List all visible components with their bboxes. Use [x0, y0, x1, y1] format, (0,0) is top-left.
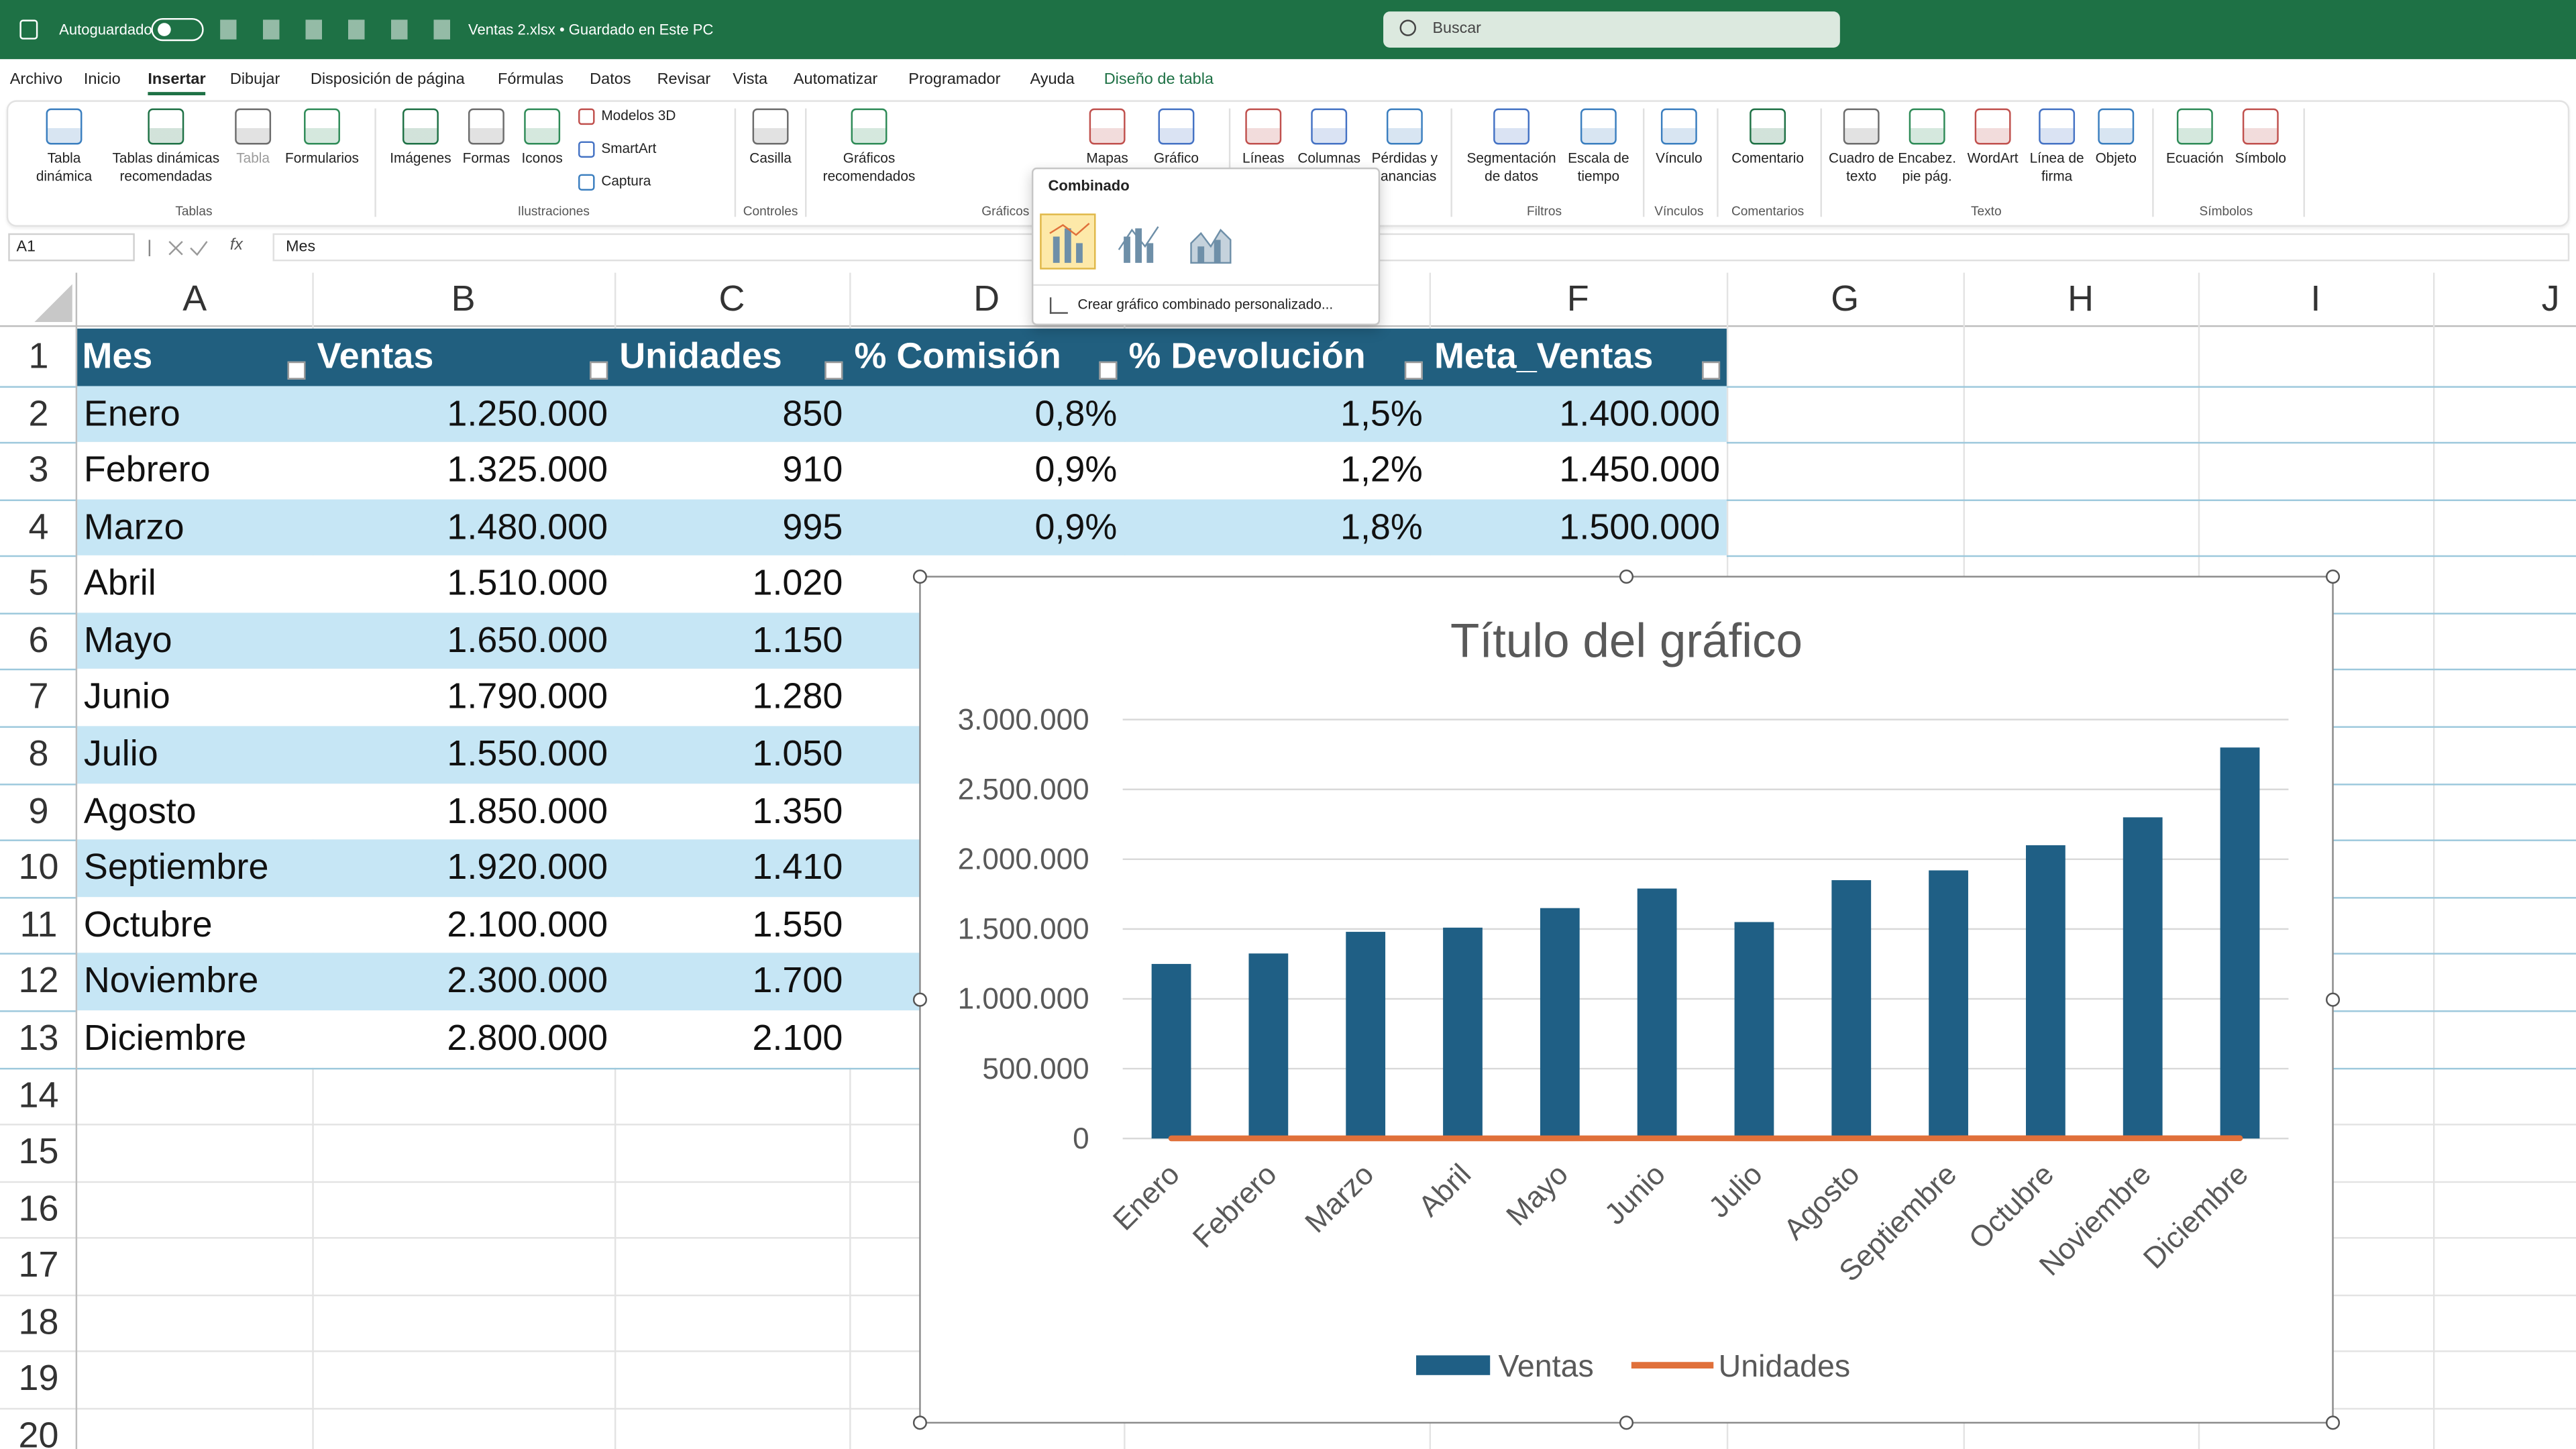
- combo-chart-dropdown: Combinado Crear gráfico combinado persona…: [1032, 168, 1380, 325]
- custom-combo-link[interactable]: Crear gráfico combinado personalizado...: [1078, 296, 1334, 312]
- bar: [2123, 817, 2163, 1138]
- combo-option-icons: [1040, 213, 1253, 269]
- y-tick-label: 1.000.000: [958, 983, 1089, 1016]
- legend-swatch: [1416, 1355, 1490, 1375]
- y-tick-label: 2.500.000: [958, 773, 1089, 806]
- autosave-label: Autoguardado: [59, 21, 152, 38]
- resize-handle: [914, 994, 926, 1006]
- bar: [1831, 880, 1871, 1138]
- bar: [1638, 889, 1677, 1139]
- y-tick-label: 1.500.000: [958, 913, 1089, 946]
- bar: [1346, 932, 1385, 1138]
- bar: [2026, 845, 2065, 1138]
- resize-handle: [1620, 570, 1633, 583]
- bar: [2220, 747, 2260, 1138]
- bar: [1248, 953, 1288, 1138]
- name-box-text[interactable]: A1: [16, 238, 35, 256]
- search-placeholder[interactable]: Buscar: [1433, 19, 1481, 38]
- bar: [1443, 928, 1483, 1138]
- legend-label: Unidades: [1719, 1348, 1851, 1383]
- bar: [1735, 922, 1774, 1138]
- y-tick-label: 2.000.000: [958, 843, 1089, 876]
- custom-combo-icon: [1050, 297, 1068, 313]
- bar: [1929, 870, 1968, 1138]
- fx-icon[interactable]: fx: [230, 237, 243, 255]
- legend-label: Ventas: [1498, 1348, 1593, 1383]
- formula-text[interactable]: Mes: [286, 238, 315, 256]
- chart-title: Título del gráfico: [1450, 615, 1803, 668]
- y-tick-label: 0: [1073, 1122, 1089, 1155]
- y-tick-label: 500.000: [982, 1053, 1089, 1085]
- resize-handle: [914, 570, 926, 583]
- y-tick-label: 3.000.000: [958, 703, 1089, 736]
- resize-handle: [2326, 994, 2339, 1006]
- separator: [1033, 284, 1378, 286]
- dropdown-title: Combinado: [1048, 177, 1129, 193]
- resize-handle: [2326, 1417, 2339, 1430]
- file-name[interactable]: Ventas 2.xlsx • Guardado en Este PC: [468, 21, 713, 38]
- resize-handle: [1620, 1417, 1633, 1430]
- resize-handle: [914, 1417, 926, 1430]
- resize-handle: [2326, 570, 2339, 583]
- bar: [1152, 964, 1191, 1138]
- bar: [1540, 908, 1580, 1138]
